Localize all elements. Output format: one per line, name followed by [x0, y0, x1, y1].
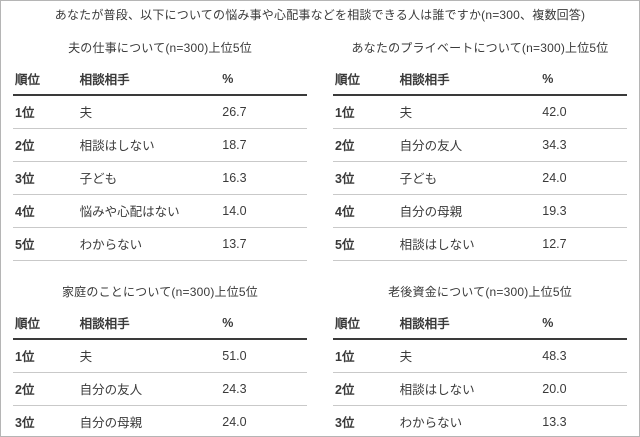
column-header-percent: % [540, 309, 627, 340]
table-row: 3位 子ども 24.0 [333, 161, 627, 195]
partner-cell: 夫 [397, 339, 541, 373]
rank-cell: 2位 [333, 372, 398, 406]
table-row: 1位 夫 42.0 [333, 95, 627, 129]
table-caption: あなたのプライベートについて(n=300)上位5位 [351, 41, 609, 55]
partner-cell: 自分の友人 [77, 372, 221, 406]
partner-cell: 悩みや心配はない [77, 194, 221, 228]
table-row: 1位 夫 48.3 [333, 339, 627, 373]
percent-cell: 13.3 [540, 405, 627, 436]
rank-cell: 3位 [333, 405, 398, 436]
ranking-table-retirement-funds: 順位 相談相手 % 1位 夫 48.3 2位 相談はしない 20.0 [333, 309, 627, 436]
table-row: 3位 子ども 16.3 [13, 161, 307, 195]
ranking-table-husband-work: 順位 相談相手 % 1位 夫 26.7 2位 相談はしない 18.7 [13, 65, 307, 261]
table-row: 2位 自分の友人 34.3 [333, 128, 627, 162]
percent-cell: 24.3 [220, 372, 307, 406]
table-row: 1位 夫 51.0 [13, 339, 307, 373]
table-caption: 老後資金について(n=300)上位5位 [388, 285, 572, 299]
table-row: 3位 自分の母親 24.0 [13, 405, 307, 436]
column-header-percent: % [220, 65, 307, 96]
partner-cell: 自分の母親 [397, 194, 541, 228]
percent-cell: 16.3 [220, 161, 307, 195]
table-row: 2位 相談はしない 20.0 [333, 372, 627, 406]
table-row: 2位 自分の友人 24.3 [13, 372, 307, 406]
percent-cell: 42.0 [540, 95, 627, 129]
table-header-row: 順位 相談相手 % [13, 309, 307, 340]
rank-cell: 3位 [13, 405, 78, 436]
column-header-percent: % [220, 309, 307, 340]
rank-cell: 5位 [13, 227, 78, 261]
rank-cell: 1位 [333, 95, 398, 129]
table-header-row: 順位 相談相手 % [333, 309, 627, 340]
rank-cell: 2位 [333, 128, 398, 162]
ranking-table-private: 順位 相談相手 % 1位 夫 42.0 2位 自分の友人 34.3 [333, 65, 627, 261]
rank-cell: 2位 [13, 128, 78, 162]
partner-cell: 夫 [77, 339, 221, 373]
table-caption: 夫の仕事について(n=300)上位5位 [68, 41, 252, 55]
rank-cell: 1位 [13, 95, 78, 129]
rank-cell: 3位 [13, 161, 78, 195]
table-row: 4位 自分の母親 19.3 [333, 194, 627, 228]
rank-cell: 2位 [13, 372, 78, 406]
table-caption: 家庭のことについて(n=300)上位5位 [61, 285, 258, 299]
partner-cell: 相談はしない [397, 227, 541, 261]
percent-cell: 13.7 [220, 227, 307, 261]
rank-cell: 5位 [333, 227, 398, 261]
percent-cell: 20.0 [540, 372, 627, 406]
percent-cell: 48.3 [540, 339, 627, 373]
percent-cell: 18.7 [220, 128, 307, 162]
partner-cell: 夫 [397, 95, 541, 129]
table-row: 1位 夫 26.7 [13, 95, 307, 129]
column-header-rank: 順位 [13, 65, 78, 96]
table-block-husband-work: 夫の仕事について(n=300)上位5位 順位 相談相手 % 1位 夫 26.7 [13, 31, 307, 261]
rank-cell: 3位 [333, 161, 398, 195]
percent-cell: 26.7 [220, 95, 307, 129]
percent-cell: 24.0 [220, 405, 307, 436]
column-header-partner: 相談相手 [77, 309, 221, 340]
percent-cell: 51.0 [220, 339, 307, 373]
table-header-row: 順位 相談相手 % [13, 65, 307, 96]
table-row: 5位 わからない 13.7 [13, 227, 307, 261]
partner-cell: 相談はしない [77, 128, 221, 162]
column-header-partner: 相談相手 [397, 309, 541, 340]
rank-cell: 4位 [333, 194, 398, 228]
partner-cell: 子ども [397, 161, 541, 195]
page-title: あなたが普段、以下についての悩み事や心配事などを相談できる人は誰ですか(n=30… [54, 8, 586, 22]
partner-cell: 夫 [77, 95, 221, 129]
partner-cell: 相談はしない [397, 372, 541, 406]
column-header-partner: 相談相手 [77, 65, 221, 96]
column-header-rank: 順位 [333, 65, 398, 96]
table-header-row: 順位 相談相手 % [333, 65, 627, 96]
rank-cell: 4位 [13, 194, 78, 228]
table-block-family: 家庭のことについて(n=300)上位5位 順位 相談相手 % 1位 夫 51.0 [13, 275, 307, 436]
column-header-percent: % [540, 65, 627, 96]
column-header-rank: 順位 [333, 309, 398, 340]
rank-cell: 1位 [13, 339, 78, 373]
table-row: 2位 相談はしない 18.7 [13, 128, 307, 162]
percent-cell: 34.3 [540, 128, 627, 162]
table-block-private: あなたのプライベートについて(n=300)上位5位 順位 相談相手 % 1位 夫… [333, 31, 627, 261]
tables-grid: 夫の仕事について(n=300)上位5位 順位 相談相手 % 1位 夫 26.7 [1, 25, 639, 436]
partner-cell: わからない [77, 227, 221, 261]
column-header-partner: 相談相手 [397, 65, 541, 96]
partner-cell: わからない [397, 405, 541, 436]
partner-cell: 子ども [77, 161, 221, 195]
rank-cell: 1位 [333, 339, 398, 373]
column-header-rank: 順位 [13, 309, 78, 340]
table-row: 3位 わからない 13.3 [333, 405, 627, 436]
partner-cell: 自分の母親 [77, 405, 221, 436]
ranking-table-family: 順位 相談相手 % 1位 夫 51.0 2位 自分の友人 24.3 [13, 309, 307, 436]
table-block-retirement-funds: 老後資金について(n=300)上位5位 順位 相談相手 % 1位 夫 48.3 [333, 275, 627, 436]
table-row: 4位 悩みや心配はない 14.0 [13, 194, 307, 228]
percent-cell: 12.7 [540, 227, 627, 261]
percent-cell: 14.0 [220, 194, 307, 228]
partner-cell: 自分の友人 [397, 128, 541, 162]
table-row: 5位 相談はしない 12.7 [333, 227, 627, 261]
percent-cell: 19.3 [540, 194, 627, 228]
percent-cell: 24.0 [540, 161, 627, 195]
